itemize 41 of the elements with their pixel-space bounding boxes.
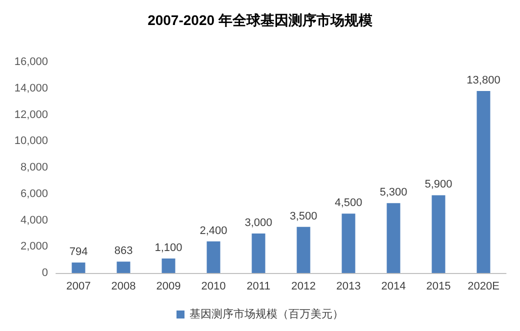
x-tick-label: 2007 (66, 280, 91, 292)
x-tick-label: 2010 (201, 280, 226, 292)
data-label: 3,500 (290, 210, 318, 222)
y-tick-label: 0 (42, 267, 48, 279)
x-tick-label: 2014 (381, 280, 406, 292)
y-tick-label: 8,000 (20, 162, 48, 174)
bar (162, 258, 176, 273)
data-label: 13,800 (466, 74, 500, 87)
x-tick-label: 2009 (156, 280, 181, 292)
y-tick-label: 6,000 (20, 188, 48, 200)
bar (296, 226, 310, 273)
data-label: 5,300 (380, 186, 408, 199)
y-tick-label: 2,000 (20, 240, 48, 253)
bar (72, 262, 86, 273)
data-label: 1,100 (154, 242, 182, 254)
y-tick-label: 12,000 (14, 108, 48, 121)
data-label: 5,900 (424, 178, 452, 191)
x-tick-label: 2008 (111, 280, 136, 292)
bar (476, 91, 490, 273)
x-tick-label: 2011 (246, 280, 270, 292)
bar (116, 262, 130, 273)
data-label: 863 (114, 245, 133, 258)
bar (206, 241, 220, 273)
y-tick-label: 4,000 (20, 214, 48, 226)
x-tick-label: 2013 (336, 280, 361, 292)
bar (252, 233, 266, 273)
x-tick-label: 2015 (426, 280, 451, 292)
y-tick-label: 10,000 (14, 135, 48, 148)
x-tick-label: 2020E (468, 280, 500, 292)
data-label: 4,500 (334, 197, 362, 210)
x-tick-label: 2012 (291, 280, 316, 292)
bar (432, 195, 446, 273)
bar (386, 203, 400, 273)
chart-title: 2007-2020 年全球基因测序市场规模 (148, 12, 374, 28)
data-label: 3,000 (244, 216, 272, 229)
legend-label: 基因测序市场规模（百万美元） (190, 308, 344, 320)
y-tick-label: 16,000 (14, 56, 48, 68)
data-label: 2,400 (200, 224, 228, 237)
bar (342, 214, 356, 273)
y-tick-label: 14,000 (14, 82, 48, 94)
data-label: 794 (69, 246, 88, 258)
